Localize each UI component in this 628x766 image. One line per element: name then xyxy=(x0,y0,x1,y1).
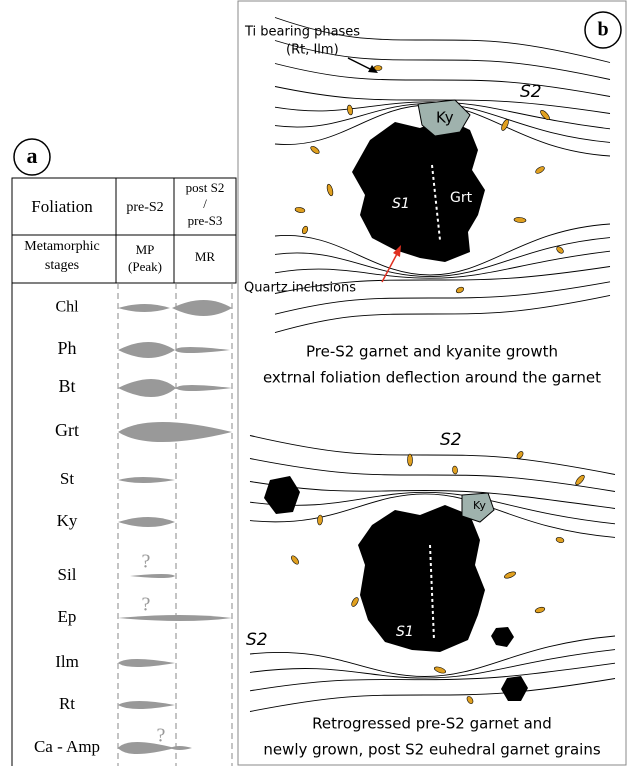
annotation: Ti bearing phases xyxy=(244,25,360,40)
ti-grain xyxy=(514,217,526,223)
ti-grain xyxy=(350,596,359,607)
euhedral-garnet xyxy=(501,676,528,701)
ti-grain xyxy=(539,109,551,121)
garnets xyxy=(264,100,528,701)
ti-grain xyxy=(555,245,564,254)
mineral-name: St xyxy=(60,469,74,488)
mineral-name: Ky xyxy=(57,511,78,530)
ti-grain xyxy=(347,105,354,116)
ti-grain xyxy=(317,515,323,525)
caption: newly grown, post S2 euhedral garnet gra… xyxy=(263,741,601,759)
header-cell: (Peak) xyxy=(128,259,162,274)
stability-lens xyxy=(118,342,175,358)
ti-grain xyxy=(434,666,447,675)
ti-grain xyxy=(534,606,545,614)
foliation xyxy=(250,482,615,509)
garnet-bottom xyxy=(358,505,485,652)
foliation xyxy=(250,436,615,475)
annotation: S2 xyxy=(246,630,268,650)
figure: a Foliation pre-S2 post S2 / pre-S3 Meta… xyxy=(0,0,628,766)
stability-lens xyxy=(118,422,232,442)
header-cell: stages xyxy=(45,258,79,273)
header-cell: Foliation xyxy=(31,197,93,216)
header-cell: MR xyxy=(195,249,216,264)
uncertainty-mark: ? xyxy=(142,551,151,573)
euhedral-garnet xyxy=(491,627,514,647)
panel-a-text: a Foliation pre-S2 post S2 / pre-S3 Meta… xyxy=(24,143,224,274)
foliation xyxy=(250,459,615,492)
annotation: (Rt, Ilm) xyxy=(286,43,339,58)
caption: extrnal foliation deflection around the … xyxy=(263,369,601,387)
panel-a xyxy=(12,139,236,766)
header-cell: pre-S2 xyxy=(126,200,163,215)
stability-lens xyxy=(118,615,232,621)
stability-lens xyxy=(118,304,170,312)
ti-grain xyxy=(407,454,412,466)
mineral-name: Grt xyxy=(55,420,79,440)
mineral-name: Ilm xyxy=(55,652,79,671)
annotation: S1 xyxy=(396,624,414,640)
annotation: Grt xyxy=(450,190,473,206)
annotation: Ky xyxy=(436,109,454,127)
ti-grain xyxy=(455,286,464,294)
panel-label: a xyxy=(27,143,38,168)
ti-grain xyxy=(534,165,545,175)
stability-lens xyxy=(172,300,232,316)
annotation: S2 xyxy=(440,430,462,450)
stability-lens xyxy=(118,379,176,397)
header-cell: pre-S3 xyxy=(188,213,223,228)
annotation: Ky xyxy=(473,499,486,512)
ti-grain xyxy=(310,145,321,155)
mineral-name: Rt xyxy=(59,694,75,713)
annotation: S2 xyxy=(520,82,542,102)
header-cell: post S2 xyxy=(186,180,225,195)
mineral-name: Bt xyxy=(58,376,75,396)
panel-label: b xyxy=(597,19,608,41)
stability-lens xyxy=(118,742,175,754)
foliation xyxy=(275,295,610,332)
ti-grain xyxy=(301,225,309,234)
ti-grain xyxy=(555,537,564,544)
ti-grain xyxy=(295,207,306,214)
foliation xyxy=(275,64,610,97)
ti-grain xyxy=(290,555,300,566)
header-cell: / xyxy=(203,196,207,211)
ti-grain xyxy=(466,695,475,704)
stability-lens xyxy=(176,385,232,391)
caption: Retrogressed pre-S2 garnet and xyxy=(312,715,552,733)
ti-grain xyxy=(326,184,334,197)
ti-grain xyxy=(504,570,517,579)
mineral-rows: Chl Ph Bt Grt St Ky Sil? Ep? Ilm Rt Ca - Amp? xyxy=(34,299,232,756)
stability-lens xyxy=(118,517,175,527)
mineral-name: Sil xyxy=(58,565,77,584)
stability-lens xyxy=(170,746,192,750)
mineral-name: Ph xyxy=(57,338,76,358)
uncertainty-mark: ? xyxy=(157,725,166,747)
mineral-name: Chl xyxy=(55,299,79,316)
euhedral-garnet xyxy=(264,476,300,514)
caption: Pre-S2 garnet and kyanite growth xyxy=(306,343,558,361)
ti-grain xyxy=(452,466,458,474)
mineral-name: Ca - Amp xyxy=(34,737,100,756)
header-cell: Metamorphic xyxy=(24,239,99,254)
ti-grain xyxy=(574,474,586,486)
annotation: S1 xyxy=(392,196,410,212)
stability-lens xyxy=(118,477,175,483)
arrow xyxy=(348,58,372,70)
mineral-name: Ep xyxy=(58,607,77,626)
arrow xyxy=(382,252,398,282)
stability-lens xyxy=(175,347,230,353)
stability-lens xyxy=(130,574,175,578)
annotation: Quartz inclusions xyxy=(244,281,356,296)
stability-lens xyxy=(118,701,175,709)
header-cell: MP xyxy=(136,242,155,257)
stability-lens xyxy=(118,659,175,667)
uncertainty-mark: ? xyxy=(142,594,151,616)
